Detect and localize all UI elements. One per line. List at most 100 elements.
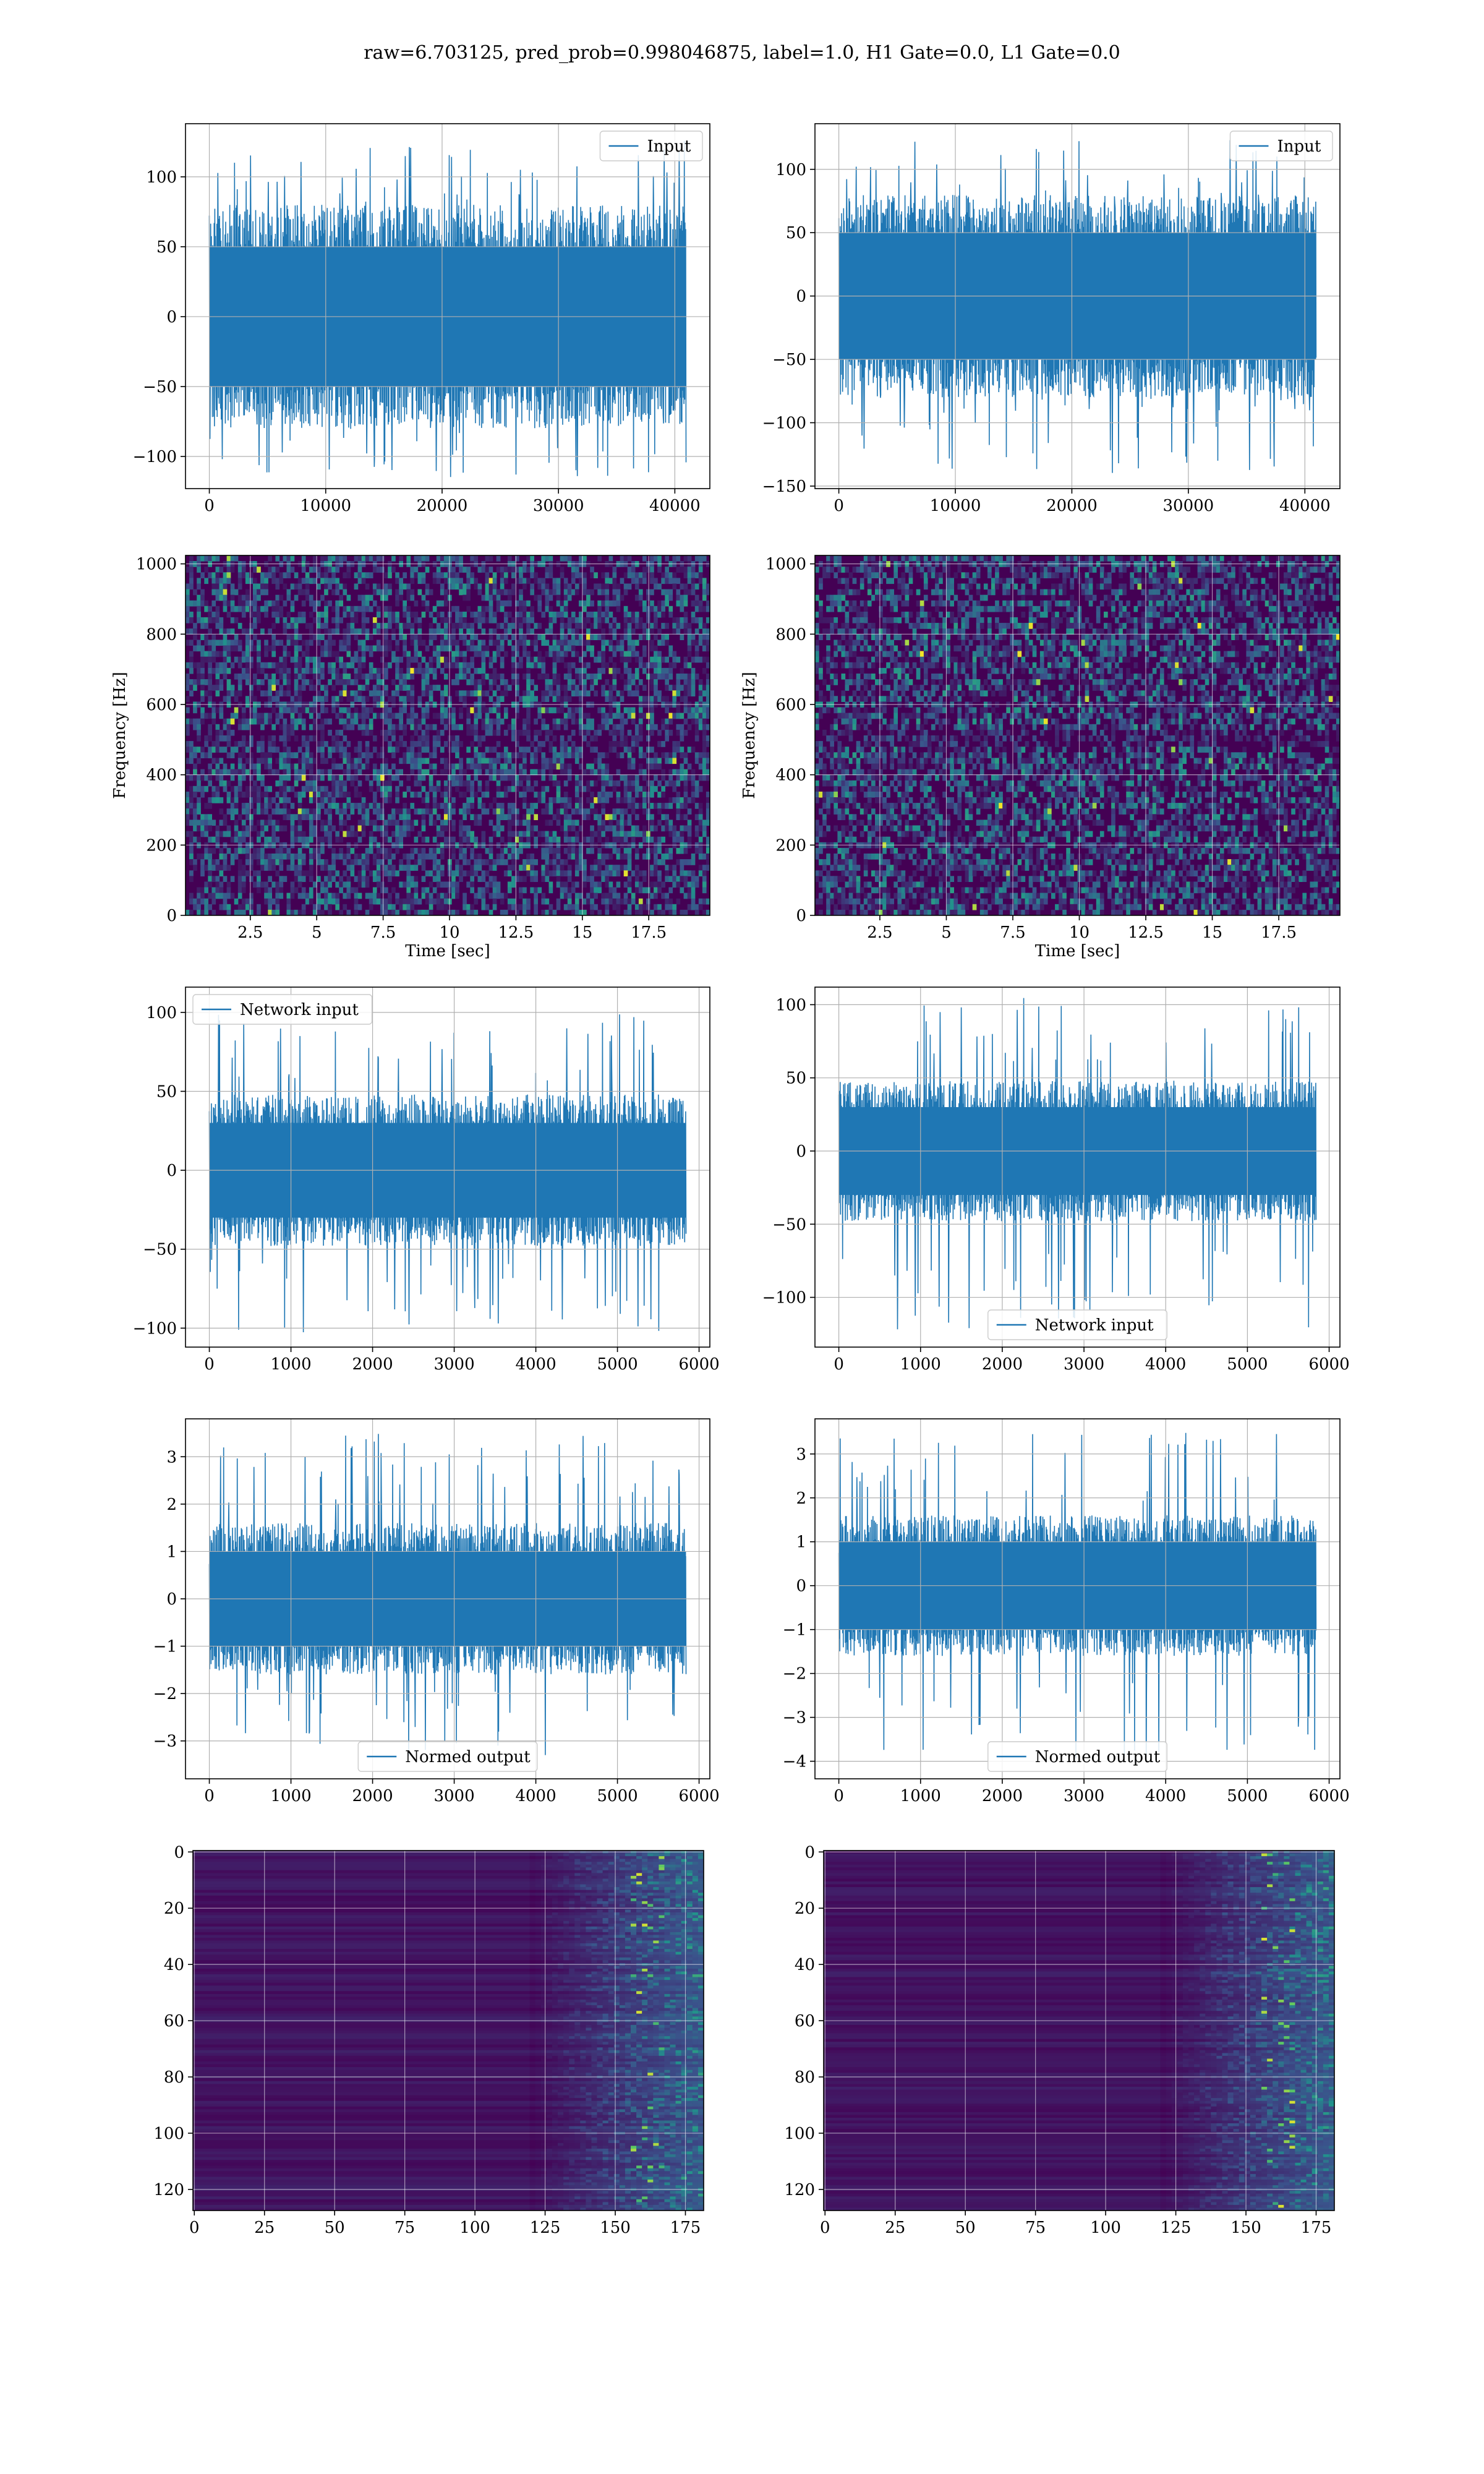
heatmap-cell [642,667,647,674]
heatmap-cell [357,803,362,809]
heatmap-cell [193,662,197,669]
heatmap-cell [376,881,381,888]
heatmap-cell [616,623,621,629]
heatmap-cell [459,707,463,714]
heatmap-cell [436,572,441,578]
heatmap-cell [605,583,610,590]
heatmap-cell [631,797,636,803]
heatmap-cell [395,640,399,646]
heatmap-cell [279,606,284,612]
heatmap-cell [650,820,654,826]
heatmap-cell [234,791,239,798]
heatmap-cell [275,611,280,618]
heatmap-cell [283,847,288,854]
heatmap-cell [211,589,216,596]
heatmap-cell [488,876,493,882]
heatmap-cell [399,724,403,730]
heatmap-cell [654,583,658,590]
heatmap-cell [219,651,224,657]
heatmap-cell [443,881,448,888]
heatmap-cell [623,606,628,612]
heatmap-cell [346,825,351,832]
heatmap-cell [477,780,482,787]
heatmap-cell [534,662,538,669]
heatmap-cell [519,696,523,702]
heatmap-cell [226,865,231,871]
heatmap-cell [620,718,625,725]
heatmap-cell [275,640,280,646]
heatmap-cell [204,634,208,640]
heatmap-cell [331,589,336,596]
heatmap-cell [488,696,493,702]
heatmap-cell [485,617,490,623]
heatmap-cell [634,674,639,680]
heatmap-cell [200,892,205,899]
heatmap-cell [503,870,508,876]
heatmap-cell [698,634,703,640]
heatmap-cell [634,594,639,601]
heatmap-cell [257,662,261,669]
heatmap-cell [312,662,317,669]
heatmap-cell [275,859,280,865]
heatmap-cell [286,724,291,730]
heatmap-cell [301,578,306,584]
heatmap-cell [530,567,534,573]
heatmap-cell [264,578,268,584]
heatmap-cell [507,831,512,837]
heatmap-cell [534,814,538,820]
heatmap-cell [642,808,647,815]
heatmap-cell [474,747,479,753]
heatmap-cell [226,696,231,702]
heatmap-cell [477,606,482,612]
heatmap-cell [631,707,636,714]
heatmap-cell [309,831,313,837]
heatmap-cell [328,831,332,837]
heatmap-cell [492,656,497,663]
heatmap-cell [470,831,474,837]
heatmap-cell [357,690,362,696]
heatmap-cell [350,724,355,730]
heatmap-cell [638,831,643,837]
heatmap-cell [627,763,632,770]
heatmap-cell [268,865,272,871]
heatmap-cell [200,814,205,820]
heatmap-cell [698,713,703,719]
heatmap-cell [455,859,459,865]
heatmap-cell [264,640,268,646]
x-tick-label: 10000 [300,497,351,515]
heatmap-cell [676,600,681,607]
heatmap-cell [481,611,486,618]
heatmap-cell [545,847,550,854]
heatmap-cell [668,645,673,652]
heatmap-cell [654,555,658,562]
heatmap-cell [526,617,531,623]
heatmap-cell [219,707,224,714]
heatmap-cell [432,572,437,578]
heatmap-cell [380,785,385,792]
heatmap-cell [623,634,628,640]
heatmap-cell [579,774,583,781]
heatmap-cell [208,820,212,826]
heatmap-cell [395,847,399,854]
heatmap-cell [470,674,474,680]
heatmap-cell [245,854,250,860]
heatmap-cell [552,847,557,854]
heatmap-cell [369,892,373,899]
heatmap-cell [605,774,610,781]
heatmap-cell [638,763,643,770]
heatmap-cell [309,820,313,826]
heatmap-cell [676,803,681,809]
heatmap-cell [642,606,647,612]
heatmap-cell [503,758,508,764]
heatmap-cell [257,606,261,612]
heatmap-cell [331,651,336,657]
heatmap-cell [361,718,366,725]
heatmap-cell [197,640,201,646]
heatmap-cell [305,594,310,601]
heatmap-cell [620,741,625,747]
heatmap-cell [496,752,501,758]
heatmap-cell [691,780,696,787]
heatmap-cell [548,606,553,612]
heatmap-cell [586,718,591,725]
heatmap-cell [403,820,407,826]
